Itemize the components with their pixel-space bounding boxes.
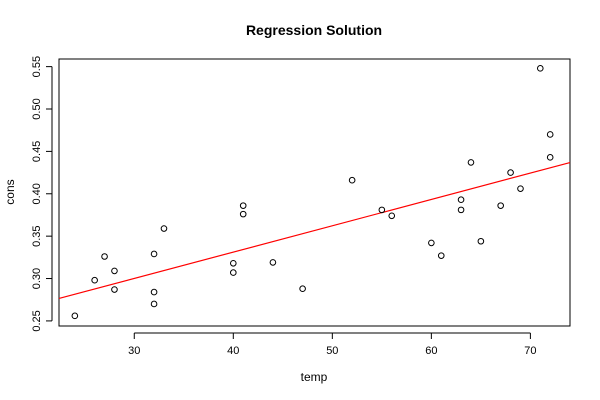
chart-title: Regression Solution [246,22,382,38]
data-point [111,267,118,275]
y-tick-label: 0.40 [31,183,43,204]
x-tick-label: 60 [425,345,437,357]
data-point [71,312,79,320]
regression-line [58,161,571,300]
data-point [150,250,158,258]
y-axis-title: cons [3,179,17,204]
y-tick-label: 0.25 [31,310,43,331]
data-point [457,206,465,214]
data-point [437,252,445,259]
x-tick-label: 70 [524,345,536,357]
y-tick-label: 0.50 [31,98,43,119]
data-point [477,237,485,245]
x-axis-title: temp [301,370,328,384]
data-point [111,286,118,293]
data-point [546,154,554,161]
data-point [150,300,158,308]
data-point [229,269,237,276]
y-tick-label: 0.30 [31,268,43,289]
x-tick-label: 40 [227,345,239,357]
y-tick-label: 0.55 [31,56,43,77]
data-point [299,285,306,293]
y-tick-label: 0.35 [31,225,43,246]
data-point [239,210,247,218]
data-point [507,169,514,176]
data-point [546,131,554,138]
y-axis: 0.25 0.30 0.35 0.40 0.45 0.50 0.55 [31,56,53,332]
data-point [467,159,475,166]
x-tick-label: 30 [128,345,140,357]
x-tick-label: 50 [326,345,338,357]
data-point [160,225,168,232]
data-point [150,288,158,296]
data-point [229,259,237,267]
x-axis: 30 40 50 60 70 [128,332,537,357]
data-points [71,65,554,320]
data-point [497,202,504,209]
data-point [517,185,524,192]
data-point [378,206,386,214]
regression-line-group [58,161,571,300]
data-point [269,259,277,266]
data-point [457,196,465,204]
data-point [101,253,108,260]
data-point [536,65,544,72]
plot-frame [58,58,571,327]
data-point [388,212,396,220]
data-point [239,202,247,209]
data-point [428,239,435,247]
data-point [348,176,356,184]
data-point [91,276,98,284]
y-tick-label: 0.45 [31,141,43,162]
